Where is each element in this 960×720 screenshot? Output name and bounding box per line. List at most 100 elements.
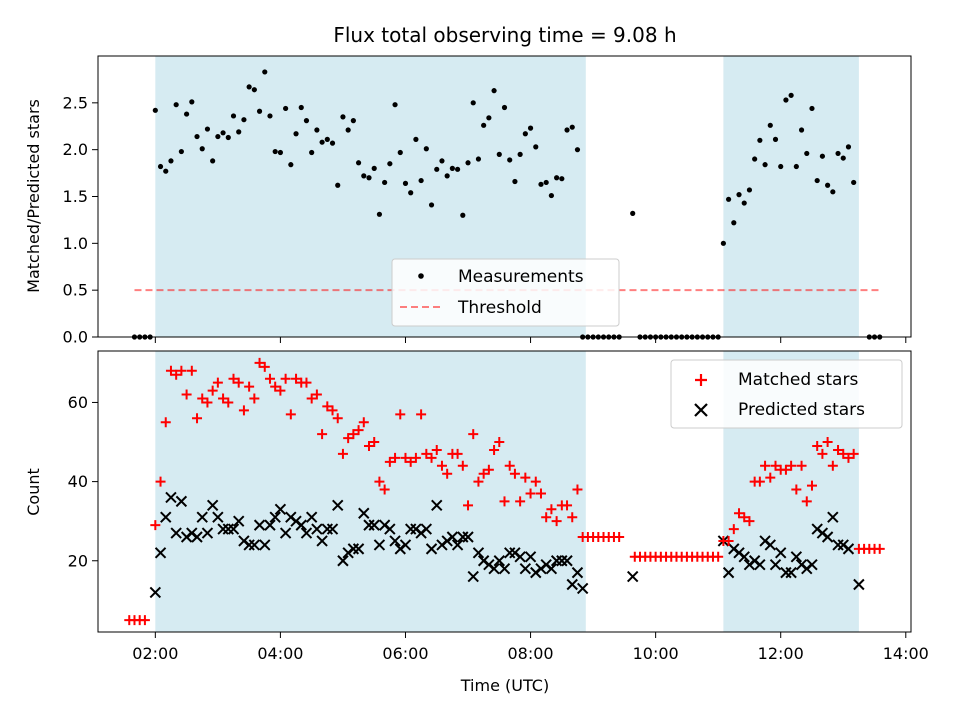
predicted-star-point [149, 586, 162, 599]
matched-star-point [395, 409, 406, 420]
predicted-star-point [217, 523, 229, 535]
measurement-point [752, 156, 758, 162]
measurement-point [251, 87, 257, 93]
measurement-point [262, 69, 268, 75]
y-tick-label: 1.5 [63, 187, 88, 206]
measurement-point [804, 150, 810, 157]
predicted-star-point [233, 515, 245, 527]
measurement-point [533, 144, 539, 150]
measurement-point [230, 113, 237, 119]
predicted-star-point [832, 539, 844, 551]
count-panel-frame [97, 350, 912, 633]
measurement-point [210, 158, 216, 164]
measurement-point [256, 108, 263, 114]
measurement-point [720, 240, 726, 246]
measurement-point [517, 151, 523, 157]
predicted-legend-marker [694, 403, 708, 417]
matched-star-point [374, 476, 385, 487]
predicted-star-point [154, 547, 167, 559]
measurement-point [449, 165, 455, 171]
measurement-point [350, 118, 356, 124]
y-tick-label: 2.0 [63, 140, 88, 159]
x-tick-label: 02:00 [132, 644, 178, 663]
matched-star-point [572, 484, 583, 495]
measurement-points [131, 69, 883, 340]
measurement-point [152, 107, 158, 113]
matched-star-point [504, 460, 515, 471]
measurement-point [423, 146, 429, 152]
measurement-point [465, 160, 471, 166]
measurement-point [387, 161, 393, 167]
predicted-star-point [780, 566, 792, 579]
predicted-star-point [160, 511, 172, 523]
predicted-star-point [227, 523, 240, 535]
measurement-point [382, 179, 388, 186]
matched-star-point [160, 417, 171, 428]
predicted-star-point [754, 559, 766, 571]
matched-star-point [244, 381, 255, 392]
measurement-point [241, 117, 247, 123]
matched-star-point [176, 365, 187, 376]
measurement-point [314, 127, 320, 133]
predicted-star-point [738, 551, 750, 563]
measurement-point [246, 84, 252, 90]
measurement-point [329, 140, 336, 146]
measurement-point [439, 158, 445, 164]
matched-star-point [520, 472, 531, 483]
predicted-star-point [842, 543, 855, 555]
matched-star-point [478, 468, 489, 479]
predicted-star-point [300, 527, 313, 539]
matched-star-point [369, 437, 380, 448]
measurement-point [434, 166, 440, 172]
predicted-star-point [222, 523, 234, 535]
matched-star-point [275, 385, 286, 396]
y-tick-label: 60 [68, 393, 88, 412]
matched-star-point [786, 460, 797, 471]
matched-star-point [713, 551, 724, 562]
matched-star-point [322, 401, 333, 412]
measurement-point [215, 133, 221, 140]
measurement-point [173, 102, 179, 108]
matched-star-point [452, 448, 463, 459]
measurement-point [481, 122, 487, 128]
measurement-point [522, 131, 528, 137]
matched-star-point [728, 524, 739, 535]
matched-star-point [254, 357, 265, 368]
predicted-star-point [384, 523, 396, 535]
measurement-point [512, 178, 518, 185]
count-y-axis-label: Count [24, 468, 43, 516]
measurement-point [408, 190, 414, 196]
matched-star-point [343, 433, 354, 444]
predicted-star-point [853, 578, 865, 591]
measurement-point [366, 175, 372, 181]
matched-star-point [760, 460, 771, 471]
matched-star-point [410, 452, 421, 463]
matched-star-point [150, 520, 161, 531]
predicted-star-point [279, 527, 292, 539]
measurement-point [402, 180, 409, 186]
matched-star-point [212, 377, 223, 388]
matched-star-point [291, 373, 302, 384]
predicted-star-point [311, 523, 323, 535]
measurement-point [157, 163, 164, 170]
measurement-point [324, 136, 330, 142]
measurement-point [798, 127, 805, 133]
predicted-star-point [274, 503, 287, 516]
matched-star-point [301, 377, 312, 388]
predicted-star-point [337, 555, 349, 567]
measurement-point [303, 118, 310, 124]
predicted-star-point [243, 539, 255, 551]
matched-star-points [124, 357, 885, 626]
predicted-star-point [316, 535, 328, 547]
y-tick-label: 1.0 [63, 234, 88, 253]
predicted-star-point [514, 551, 526, 563]
matched-star-point [358, 417, 369, 428]
x-tick-label: 04:00 [257, 644, 303, 663]
matched-star-point [765, 472, 776, 483]
measurement-point [538, 181, 544, 187]
predicted-star-point [332, 499, 344, 512]
measurement-point [746, 187, 753, 193]
predicted-star-point [457, 531, 469, 543]
measurement-point [809, 105, 815, 112]
measurement-point [376, 211, 383, 217]
